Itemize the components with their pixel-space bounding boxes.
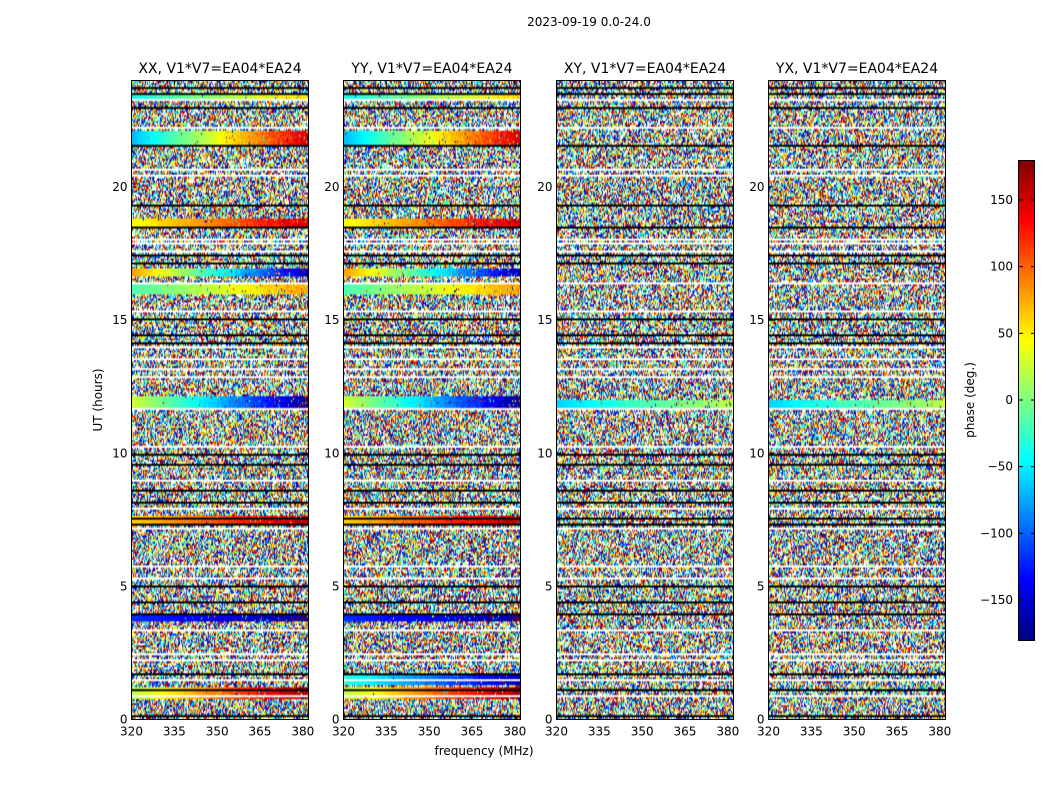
colorbar-tick-label: −100 [980,526,1013,540]
y-tick-label: 15 [112,313,127,327]
x-tick-label: 320 [332,725,355,739]
y-tick-label: 20 [537,180,552,194]
colorbar-tick-label: −150 [980,593,1013,607]
y-tick-label: 10 [324,446,339,460]
y-tick-label: 0 [757,713,765,727]
panel-heatmap [344,81,520,719]
panel-title: YX, V1*V7=EA04*EA24 [775,61,938,77]
x-axis-label: frequency (MHz) [434,744,533,758]
x-tick-label: 365 [886,725,909,739]
colorbar-tick-label: 50 [998,326,1013,340]
panel-axes: 320 335 350 365 380 0 5 10 15 20 [749,80,951,739]
panel-title: XY, V1*V7=EA04*EA24 [564,61,726,77]
y-tick-label: 10 [112,446,127,460]
x-tick-label: 380 [503,725,526,739]
x-tick-label: 350 [843,725,866,739]
x-tick-label: 335 [375,725,398,739]
x-tick-label: 350 [418,725,441,739]
y-tick-label: 20 [324,180,339,194]
panel-frame [343,80,521,720]
panel-heatmap [132,81,308,719]
panel-axes: 320 335 350 365 380 0 5 10 15 20 [537,80,739,739]
colorbar-tick-label: 150 [990,193,1013,207]
colorbar-ticks: −150 −100 −50 0 50 100 150 [980,193,1035,607]
panel-frame [556,80,734,720]
colorbar-tick-label: −50 [988,460,1013,474]
panel-2: XY, V1*V7=EA04*EA24 320 335 350 365 380 0 5 10 1… [537,61,739,739]
colorbar: −150 −100 −50 0 50 100 150 phase (deg.) [963,160,1035,641]
y-axis-label: UT (hours) [91,368,105,431]
y-tick-label: 20 [749,180,764,194]
y-tick-label: 0 [332,713,340,727]
colorbar-tick-label: 100 [990,260,1013,274]
panel-title: YY, V1*V7=EA04*EA24 [350,61,512,77]
x-tick-label: 350 [206,725,229,739]
x-tick-label: 320 [120,725,143,739]
x-tick-label: 380 [716,725,739,739]
y-tick-label: 5 [332,579,340,593]
panel-frame [768,80,946,720]
colorbar-label: phase (deg.) [963,362,977,438]
y-tick-label: 5 [757,579,765,593]
y-tick-label: 5 [120,579,128,593]
x-tick-label: 320 [545,725,568,739]
x-tick-label: 380 [291,725,314,739]
x-tick-label: 335 [588,725,611,739]
y-tick-label: 10 [537,446,552,460]
x-tick-label: 365 [461,725,484,739]
panel-axes: 320 335 350 365 380 0 5 10 15 20 [324,80,526,739]
colorbar-tick-label: 0 [1005,393,1013,407]
panel-3: YX, V1*V7=EA04*EA24 320 335 350 365 380 0 5 10 1… [749,61,951,739]
colorbar-gradient [1019,160,1035,640]
panel-heatmap [769,81,945,719]
y-tick-label: 15 [749,313,764,327]
x-tick-label: 350 [631,725,654,739]
x-tick-label: 335 [163,725,186,739]
y-tick-label: 15 [537,313,552,327]
panel-frame [131,80,309,720]
x-tick-label: 335 [800,725,823,739]
x-tick-label: 320 [757,725,780,739]
x-tick-label: 365 [674,725,697,739]
panel-title: XX, V1*V7=EA04*EA24 [138,61,301,77]
panel-axes: 320 335 350 365 380 0 5 10 15 20 [112,80,314,739]
y-tick-label: 5 [545,579,553,593]
y-tick-label: 20 [112,180,127,194]
y-tick-label: 0 [545,713,553,727]
x-tick-label: 380 [928,725,951,739]
y-tick-label: 0 [120,713,128,727]
panel-heatmap [557,81,733,719]
x-tick-label: 365 [249,725,272,739]
y-tick-label: 10 [749,446,764,460]
panel-1: YY, V1*V7=EA04*EA24 320 335 350 365 380 0 5 10 1… [324,61,526,739]
panel-0: XX, V1*V7=EA04*EA24 320 335 350 365 380 0 5 10 1… [112,61,314,739]
figure-suptitle: 2023-09-19 0.0-24.0 [527,15,651,29]
y-tick-label: 15 [324,313,339,327]
